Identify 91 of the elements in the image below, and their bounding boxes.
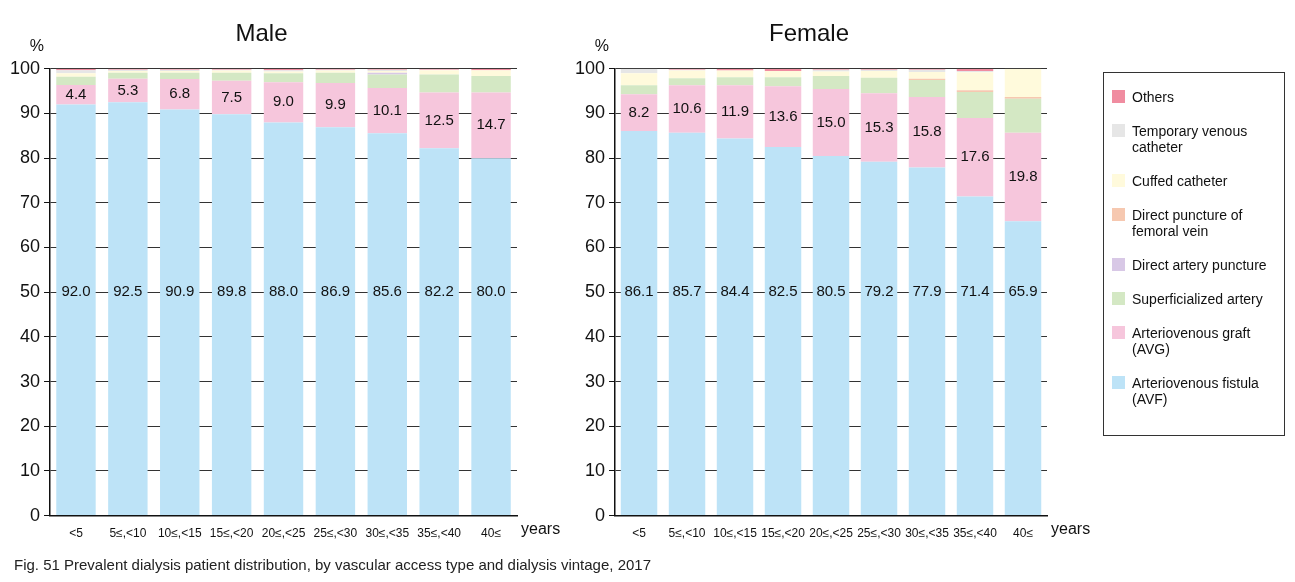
chart-title: Female: [768, 19, 850, 47]
y-tick-label: 10: [585, 459, 606, 480]
legend-label: Direct puncture of femoral vein: [1132, 207, 1244, 239]
y-tick-label: 0: [595, 504, 606, 525]
data-label: 6.8: [169, 84, 191, 102]
x-tick-label: 30≤,<35: [905, 526, 950, 541]
data-label: 86.9: [320, 282, 350, 300]
data-label: 65.9: [1008, 282, 1038, 300]
y-axis-title: %: [594, 37, 610, 55]
y-tick-label: 30: [20, 370, 41, 391]
data-label: 9.9: [324, 95, 346, 113]
y-axis-title: %: [29, 37, 45, 55]
x-tick-label: 15≤,<20: [761, 526, 806, 541]
data-label: 71.4: [960, 282, 990, 300]
x-tick-label: 20≤,<25: [261, 526, 306, 541]
x-tick-label: 5≤,<10: [109, 526, 147, 541]
x-axis-title: years: [521, 520, 561, 538]
data-label: 12.5: [424, 110, 454, 128]
data-label: 15.8: [912, 122, 942, 140]
y-tick-label: 80: [585, 147, 606, 168]
x-tick-label: 15≤,<20: [209, 526, 254, 541]
data-label: 7.5: [221, 87, 243, 105]
data-label: 14.7: [476, 115, 506, 133]
data-label: 82.5: [768, 282, 798, 300]
y-tick-label: 100: [9, 57, 41, 78]
data-label: 82.2: [424, 282, 454, 300]
data-label: 11.9: [720, 102, 750, 120]
x-tick-label: 25≤,<30: [313, 526, 358, 541]
data-label: 79.2: [864, 282, 894, 300]
x-axis-title: years: [1051, 520, 1091, 538]
y-tick-label: 50: [585, 281, 606, 302]
y-tick-label: 20: [20, 415, 41, 436]
data-label: 85.7: [672, 282, 702, 300]
legend-label: Direct artery puncture: [1132, 257, 1267, 273]
y-tick-label: 0: [30, 504, 41, 525]
legend-label: Arteriovenous fistula (AVF): [1132, 375, 1260, 407]
data-label: 8.2: [628, 102, 650, 120]
data-label: 85.6: [372, 282, 402, 300]
data-label: 17.6: [960, 147, 990, 165]
data-label: 4.4: [65, 84, 87, 102]
data-label: 10.6: [672, 99, 702, 117]
y-tick-label: 80: [20, 147, 41, 168]
y-tick-label: 50: [20, 281, 41, 302]
data-label: 90.9: [165, 282, 195, 300]
data-label: 5.3: [117, 80, 139, 98]
x-tick-label: <5: [632, 526, 647, 541]
data-label: 10.1: [372, 100, 402, 118]
chart-title: Male: [235, 19, 288, 47]
data-label: 92.5: [113, 282, 143, 300]
y-tick-label: 40: [585, 325, 606, 346]
y-tick-label: 40: [20, 325, 41, 346]
data-label: 89.8: [217, 282, 247, 300]
y-tick-label: 10: [20, 459, 41, 480]
data-label: 86.1: [624, 282, 654, 300]
y-tick-label: 70: [20, 191, 41, 212]
x-tick-label: 40≤: [481, 526, 502, 541]
data-label: 92.0: [61, 282, 91, 300]
y-tick-label: 70: [585, 191, 606, 212]
x-tick-label: 10≤,<15: [157, 526, 202, 541]
x-tick-label: 40≤: [1013, 526, 1034, 541]
legend-label: Temporary venous catheter: [1132, 123, 1249, 155]
caption: Fig. 51 Prevalent dialysis patient distribution, by vascular access type and dialysis vintage, 2017: [14, 556, 652, 573]
data-label: 88.0: [268, 282, 299, 300]
data-label: 15.0: [816, 112, 846, 130]
data-label: 77.9: [912, 282, 942, 300]
data-label: 15.3: [864, 117, 894, 135]
x-tick-label: 35≤,<40: [953, 526, 998, 541]
x-tick-label: 35≤,<40: [417, 526, 462, 541]
data-label: 9.0: [273, 92, 294, 110]
legend-label: Superficialized artery: [1132, 291, 1263, 307]
x-tick-label: 25≤,<30: [857, 526, 902, 541]
y-tick-label: 30: [585, 370, 606, 391]
x-tick-label: 30≤,<35: [365, 526, 410, 541]
y-tick-label: 100: [574, 57, 606, 78]
y-tick-label: 90: [585, 102, 606, 123]
data-label: 19.8: [1008, 167, 1038, 185]
legend-label: Arteriovenous graft (AVG): [1132, 325, 1252, 357]
y-tick-label: 20: [585, 415, 606, 436]
y-tick-label: 60: [585, 236, 606, 257]
y-tick-label: 60: [20, 236, 41, 257]
data-label: 80.0: [476, 282, 506, 300]
data-label: 84.4: [720, 282, 750, 300]
data-label: 80.5: [816, 282, 846, 300]
legend-label: Others: [1132, 89, 1175, 105]
x-tick-label: <5: [69, 526, 84, 541]
x-tick-label: 5≤,<10: [668, 526, 706, 541]
x-tick-label: 10≤,<15: [713, 526, 758, 541]
data-label: 13.6: [768, 106, 798, 124]
x-tick-label: 20≤,<25: [809, 526, 854, 541]
y-tick-label: 90: [20, 102, 41, 123]
legend-label: Cuffed catheter: [1132, 173, 1228, 189]
